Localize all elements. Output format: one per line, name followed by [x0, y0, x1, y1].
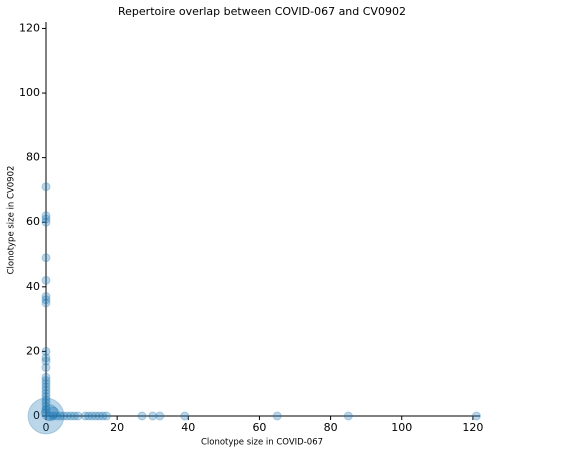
point	[48, 411, 58, 421]
point	[87, 411, 97, 421]
point	[41, 379, 51, 389]
y-tick-label: 40	[26, 280, 40, 293]
point	[91, 411, 101, 421]
point	[94, 411, 104, 421]
point	[41, 253, 51, 263]
point	[46, 406, 60, 419]
x-tick-label: 40	[181, 421, 195, 434]
point	[41, 392, 51, 402]
point	[41, 295, 51, 305]
y-tick-label: 0	[33, 409, 40, 422]
x-tick-label: 60	[252, 421, 266, 434]
point	[41, 385, 51, 395]
y-tick-label: 20	[26, 344, 40, 357]
point	[41, 182, 51, 192]
x-axis-label: Clonotype size in COVID-067	[201, 438, 323, 448]
point	[59, 411, 69, 421]
x-tick-label: 80	[324, 421, 338, 434]
point	[41, 405, 51, 415]
point	[73, 411, 83, 421]
point	[41, 275, 51, 285]
point	[41, 408, 51, 418]
point	[41, 211, 51, 221]
point	[45, 411, 55, 421]
x-tick-label: 20	[110, 421, 124, 434]
y-tick-label: 60	[26, 215, 40, 228]
point	[41, 217, 51, 227]
point	[41, 353, 51, 363]
y-axis-label: Clonotype size in CV0902	[7, 166, 17, 275]
point	[41, 388, 51, 398]
point	[272, 411, 282, 421]
point	[80, 411, 90, 421]
point	[137, 411, 147, 421]
point	[41, 372, 51, 382]
y-tick-label: 120	[19, 21, 40, 34]
point	[343, 411, 353, 421]
point	[41, 346, 51, 356]
y-tick-label: 100	[19, 86, 40, 99]
x-tick-label: 120	[462, 421, 483, 434]
point	[41, 401, 51, 411]
point	[62, 411, 72, 421]
point	[41, 356, 51, 366]
point	[41, 214, 51, 224]
point	[41, 363, 51, 373]
point	[471, 411, 481, 421]
y-tick-label: 80	[26, 151, 40, 164]
point	[27, 397, 65, 435]
point	[98, 411, 108, 421]
point	[55, 411, 65, 421]
point	[41, 398, 51, 408]
point	[155, 411, 165, 421]
point	[66, 411, 76, 421]
x-tick-label: 100	[391, 421, 412, 434]
point	[41, 404, 59, 422]
point	[41, 395, 51, 405]
point	[148, 411, 158, 421]
point	[41, 298, 51, 308]
point	[69, 411, 79, 421]
point	[52, 411, 62, 421]
chart-title: Repertoire overlap between COVID-067 and…	[118, 5, 406, 18]
point	[101, 411, 111, 421]
point	[41, 375, 51, 385]
point	[180, 411, 190, 421]
point	[84, 411, 94, 421]
point	[41, 382, 51, 392]
x-tick-label: 0	[43, 421, 50, 434]
point	[41, 292, 51, 302]
